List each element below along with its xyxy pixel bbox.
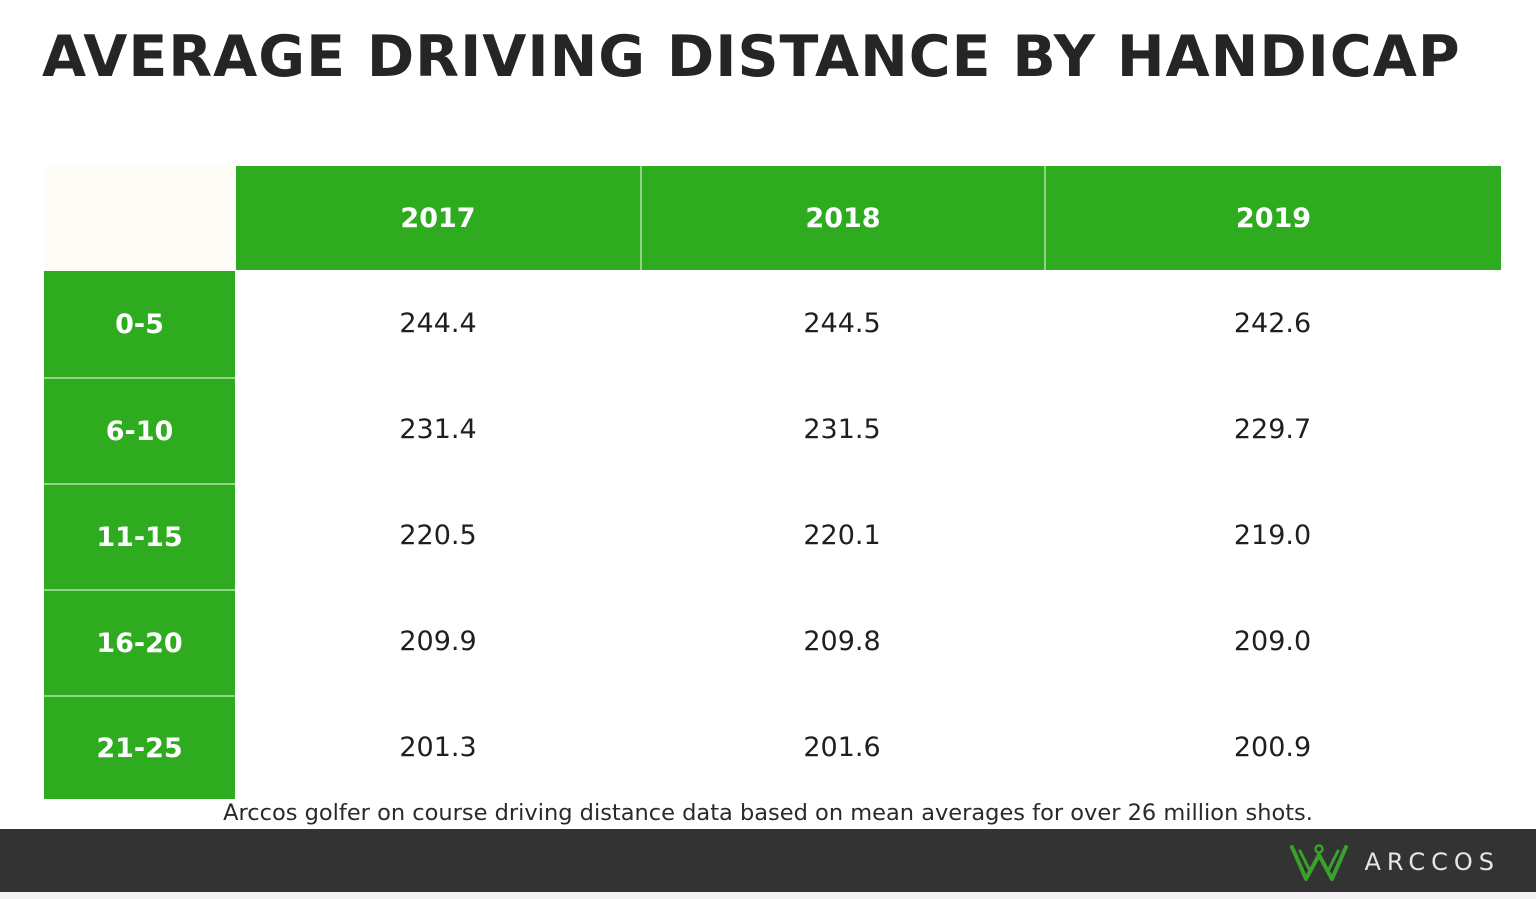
brand-name: ARCCOS [1364, 848, 1500, 876]
table-corner-cell [44, 166, 236, 271]
footnote: Arccos golfer on course driving distance… [223, 800, 1313, 826]
table-cell: 231.5 [803, 413, 881, 445]
footer-bar: ARCCOS [0, 829, 1536, 892]
table-cell: 219.0 [1233, 519, 1312, 551]
table-cell: 229.7 [1233, 413, 1312, 445]
brand-logo: ARCCOS [1288, 841, 1500, 883]
row-header-11-15: 11-15 [44, 483, 235, 589]
table-cell: 209.0 [1233, 625, 1312, 657]
row-header-0-5: 0-5 [44, 271, 235, 377]
table-cell: 244.4 [399, 307, 477, 339]
table-cell: 201.6 [803, 731, 881, 763]
table-cell: 209.8 [803, 625, 881, 657]
table-cell: 209.9 [399, 625, 477, 657]
table-cell: 244.5 [803, 307, 881, 339]
table-cell: 242.6 [1233, 307, 1312, 339]
chart-title: AVERAGE DRIVING DISTANCE BY HANDICAP [42, 24, 1461, 90]
row-header-16-20: 16-20 [44, 589, 235, 695]
table-cell: 201.3 [399, 731, 477, 763]
row-header-21-25: 21-25 [44, 695, 235, 799]
column-header-2019: 2019 [1044, 166, 1501, 270]
column-header-2018: 2018 [640, 166, 1044, 270]
arccos-crown-icon [1290, 844, 1349, 881]
row-header-6-10: 6-10 [44, 377, 235, 483]
table-cell: 220.1 [803, 519, 881, 551]
table-cell: 200.9 [1233, 731, 1312, 763]
bottom-strip [0, 892, 1536, 899]
column-header-2017: 2017 [236, 166, 640, 270]
table-cell: 220.5 [399, 519, 477, 551]
table-cell: 231.4 [399, 413, 477, 445]
